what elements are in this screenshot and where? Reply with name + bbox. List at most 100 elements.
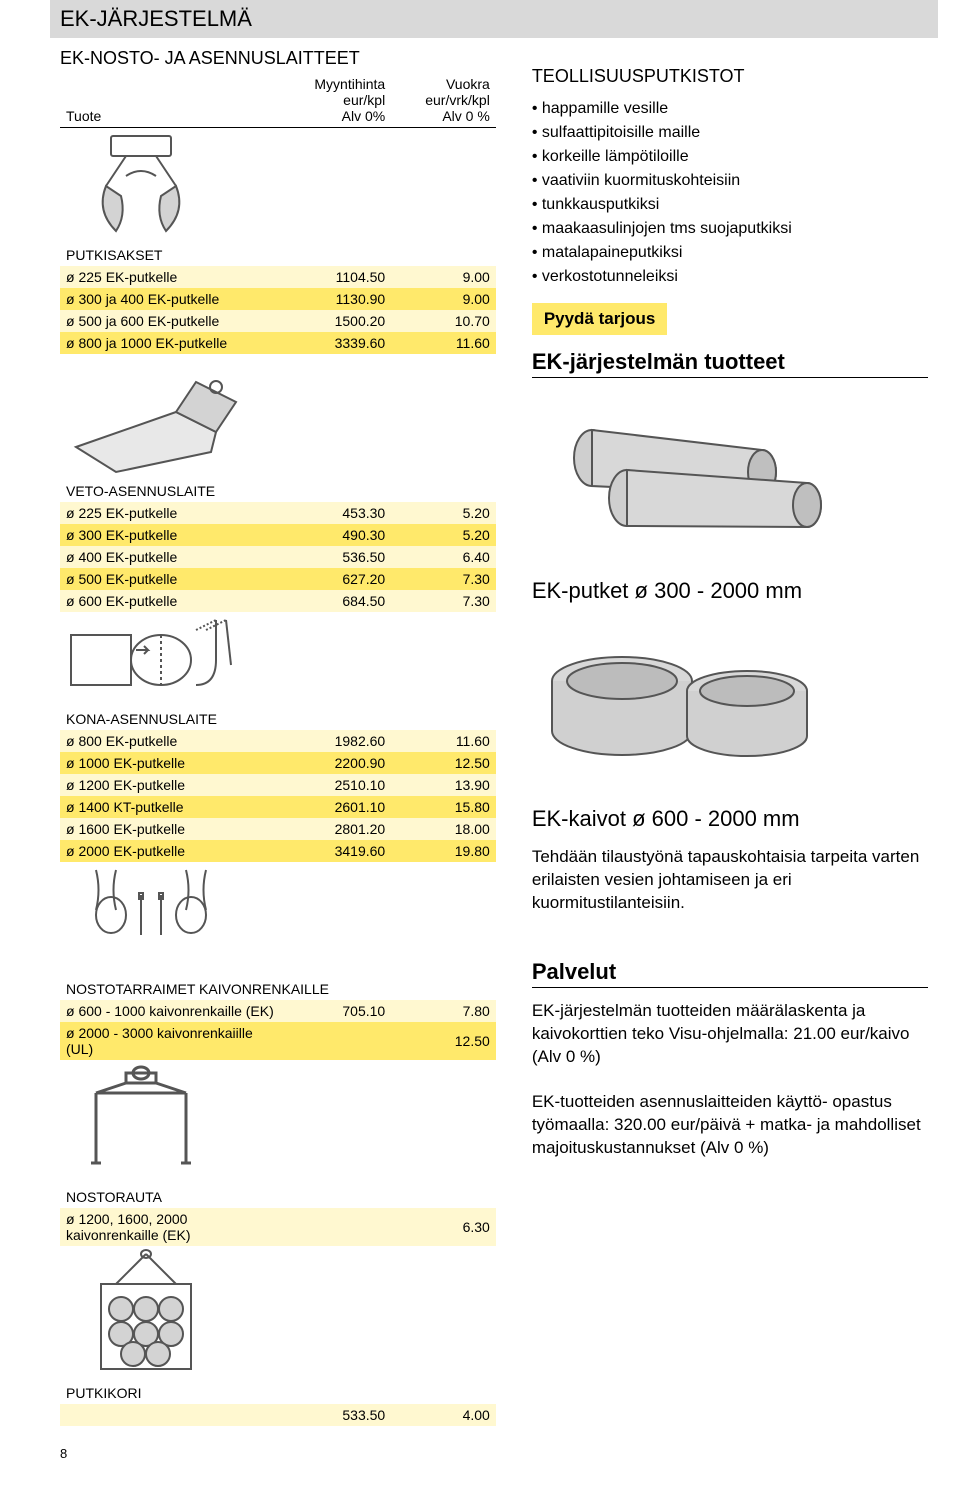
nostorauta-illustration: [60, 1246, 496, 1382]
veto-illustration: [60, 612, 496, 708]
cell-label: ø 2000 EK-putkelle: [60, 840, 287, 862]
plate-illustration: [60, 354, 496, 480]
cell-vuokra: 11.60: [391, 730, 496, 752]
cell-label: ø 1000 EK-putkelle: [60, 752, 287, 774]
feature-item: vaativiin kuormituskohteisiin: [532, 169, 928, 193]
cell-myyntihinta: 1500.20: [287, 310, 392, 332]
cell-myyntihinta: [287, 1022, 392, 1060]
cell-label: ø 800 EK-putkelle: [60, 730, 287, 752]
cell-vuokra: 10.70: [391, 310, 496, 332]
left-block-title: EK-NOSTO- JA ASENNUSLAITTEET: [60, 48, 496, 69]
cell-label: ø 500 ja 600 EK-putkelle: [60, 310, 287, 332]
veto-title: VETO-ASENNUSLAITE: [60, 480, 496, 502]
cell-label: ø 1600 EK-putkelle: [60, 818, 287, 840]
cell-label: ø 2000 - 3000 kaivonrenkaiille (UL): [60, 1022, 287, 1060]
kona-illustration: [60, 862, 496, 978]
cell-vuokra: 7.30: [391, 568, 496, 590]
kaivot-text: Tehdään tilaustyönä tapauskohtaisia tarp…: [532, 846, 928, 915]
cell-label: ø 1400 KT-putkelle: [60, 796, 287, 818]
cell-label: ø 1200, 1600, 2000 kaivonrenkaille (EK): [60, 1208, 287, 1246]
cell-myyntihinta: 2200.90: [287, 752, 392, 774]
cell-myyntihinta: 490.30: [287, 524, 392, 546]
table-row: ø 800 EK-putkelle1982.6011.60: [60, 730, 496, 752]
page-header: EK-JÄRJESTELMÄ: [50, 0, 938, 38]
cell-myyntihinta: 453.30: [287, 502, 392, 524]
table-row: ø 1600 EK-putkelle2801.2018.00: [60, 818, 496, 840]
cell-vuokra: 12.50: [391, 752, 496, 774]
table-row: ø 2000 EK-putkelle3419.6019.80: [60, 840, 496, 862]
cell-label: ø 500 EK-putkelle: [60, 568, 287, 590]
nostorauta-title: NOSTORAUTA: [60, 1186, 496, 1208]
putkisakset-illustration: [60, 128, 496, 245]
cell-myyntihinta: 2801.20: [287, 818, 392, 840]
cell-label: ø 600 - 1000 kaivonrenkaille (EK): [60, 1000, 287, 1022]
table-row: ø 800 ja 1000 EK-putkelle3339.6011.60: [60, 332, 496, 354]
cell-label: ø 225 EK-putkelle: [60, 266, 287, 288]
table-row: ø 500 ja 600 EK-putkelle1500.2010.70: [60, 310, 496, 332]
table-row: ø 600 - 1000 kaivonrenkaille (EK)705.107…: [60, 1000, 496, 1022]
table-row: ø 600 EK-putkelle684.507.30: [60, 590, 496, 612]
col-vuokra: Vuokra eur/vrk/kpl Alv 0 %: [391, 73, 496, 128]
page-number: 8: [60, 1446, 496, 1461]
cell-vuokra: 12.50: [391, 1022, 496, 1060]
cell-vuokra: 19.80: [391, 840, 496, 862]
cell-vuokra: 4.00: [391, 1404, 496, 1426]
rings-illustration: [532, 618, 928, 784]
cell-myyntihinta: 536.50: [287, 546, 392, 568]
cell-vuokra: 7.30: [391, 590, 496, 612]
cell-label: ø 1200 EK-putkelle: [60, 774, 287, 796]
table-header-row: Tuote Myyntihinta eur/kpl Alv 0% Vuokra …: [60, 73, 496, 128]
palvelut-heading: Palvelut: [532, 959, 928, 988]
kona-title: KONA-ASENNUSLAITE: [60, 708, 496, 730]
table-row: 533.504.00: [60, 1404, 496, 1426]
cell-vuokra: 9.00: [391, 266, 496, 288]
col-tuote: Tuote: [60, 73, 287, 128]
cell-vuokra: 15.80: [391, 796, 496, 818]
table-row: ø 1200, 1600, 2000 kaivonrenkaille (EK) 6…: [60, 1208, 496, 1246]
table-row: ø 300 EK-putkelle490.305.20: [60, 524, 496, 546]
cell-label: ø 225 EK-putkelle: [60, 502, 287, 524]
cell-myyntihinta: 3339.60: [287, 332, 392, 354]
feature-item: matalapaineputkiksi: [532, 241, 928, 265]
cell-label: ø 400 EK-putkelle: [60, 546, 287, 568]
cell-vuokra: 18.00: [391, 818, 496, 840]
cell-label: [60, 1404, 287, 1426]
cell-label: ø 300 ja 400 EK-putkelle: [60, 288, 287, 310]
cell-myyntihinta: [287, 1208, 392, 1246]
feature-item: korkeille lämpötiloille: [532, 145, 928, 169]
cell-myyntihinta: 705.10: [287, 1000, 392, 1022]
table-row: ø 1200 EK-putkelle2510.1013.90: [60, 774, 496, 796]
palvelut-p2: EK-tuotteiden asennuslaitteiden käyttö- …: [532, 1091, 928, 1160]
cell-myyntihinta: 2601.10: [287, 796, 392, 818]
col-myyntihinta: Myyntihinta eur/kpl Alv 0%: [287, 73, 392, 128]
cell-myyntihinta: 1130.90: [287, 288, 392, 310]
cell-label: ø 800 ja 1000 EK-putkelle: [60, 332, 287, 354]
pyyda-tarjous-tag: Pyydä tarjous: [532, 303, 668, 335]
pipes-illustration: [532, 390, 928, 556]
cell-myyntihinta: 1104.50: [287, 266, 392, 288]
cell-vuokra: 5.20: [391, 524, 496, 546]
ek-putket-heading: EK-putket ø 300 - 2000 mm: [532, 578, 928, 606]
main-table: Tuote Myyntihinta eur/kpl Alv 0% Vuokra …: [60, 73, 496, 1426]
table-row: ø 225 EK-putkelle1104.509.00: [60, 266, 496, 288]
cell-myyntihinta: 627.20: [287, 568, 392, 590]
ek-tuotteet-heading: EK-järjestelmän tuotteet: [532, 349, 928, 378]
cell-myyntihinta: 2510.10: [287, 774, 392, 796]
cell-vuokra: 11.60: [391, 332, 496, 354]
cell-label: ø 300 EK-putkelle: [60, 524, 287, 546]
table-row: ø 2000 - 3000 kaivonrenkaiille (UL) 12.50: [60, 1022, 496, 1060]
feature-item: tunkkausputkiksi: [532, 193, 928, 217]
putkisakset-title: PUTKISAKSET: [60, 244, 496, 266]
cell-myyntihinta: 684.50: [287, 590, 392, 612]
table-row: ø 1000 EK-putkelle2200.9012.50: [60, 752, 496, 774]
cell-label: ø 600 EK-putkelle: [60, 590, 287, 612]
cell-vuokra: 6.30: [391, 1208, 496, 1246]
cell-myyntihinta: 533.50: [287, 1404, 392, 1426]
cell-vuokra: 13.90: [391, 774, 496, 796]
table-row: ø 500 EK-putkelle627.207.30: [60, 568, 496, 590]
feature-item: verkostotunneleiksi: [532, 265, 928, 289]
putkikori-title: PUTKIKORI: [60, 1382, 496, 1404]
nostotarraimet-title: NOSTOTARRAIMET KAIVONRENKAILLE: [60, 978, 496, 1000]
palvelut-p1: EK-järjestelmän tuotteiden määrälaskenta…: [532, 1000, 928, 1069]
table-row: ø 300 ja 400 EK-putkelle1130.909.00: [60, 288, 496, 310]
